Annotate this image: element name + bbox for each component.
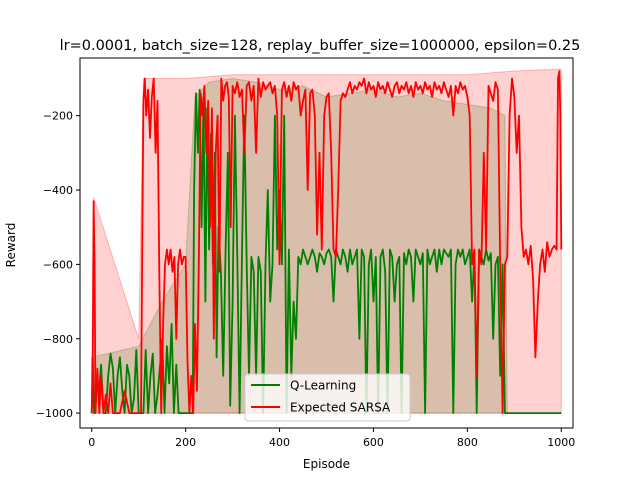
x-tick-label: 800 [457,436,478,449]
line-expected-sarsa [90,70,563,415]
y-tick-label: −400 [43,184,73,197]
x-tick-label: 1000 [547,436,575,449]
plot-area-frame [79,57,574,429]
legend: Q-Learning Expected SARSA [244,373,411,422]
legend-label-q-learning: Q-Learning [290,379,356,393]
legend-label-expected-sarsa: Expected SARSA [290,401,391,415]
series-lines [90,70,563,415]
y-tick-label: −800 [43,333,73,346]
x-axis-ticks: 0 200 400 600 800 1000 [88,428,575,449]
line-q-learning [90,88,562,415]
legend-box [244,373,411,422]
y-axis-label: Reward [4,223,18,268]
x-tick-label: 200 [175,436,196,449]
x-tick-label: 400 [269,436,290,449]
x-tick-label: 600 [363,436,384,449]
chart-title: lr=0.0001, batch_size=128, replay_buffer… [60,38,581,54]
x-tick-label: 0 [88,436,95,449]
y-tick-label: −200 [43,110,73,123]
y-tick-label: −600 [43,258,73,271]
y-tick-label: −1000 [36,407,73,420]
x-axis-label: Episode [303,457,350,471]
y-axis-ticks: −1000 −800 −600 −400 −200 [36,110,80,420]
